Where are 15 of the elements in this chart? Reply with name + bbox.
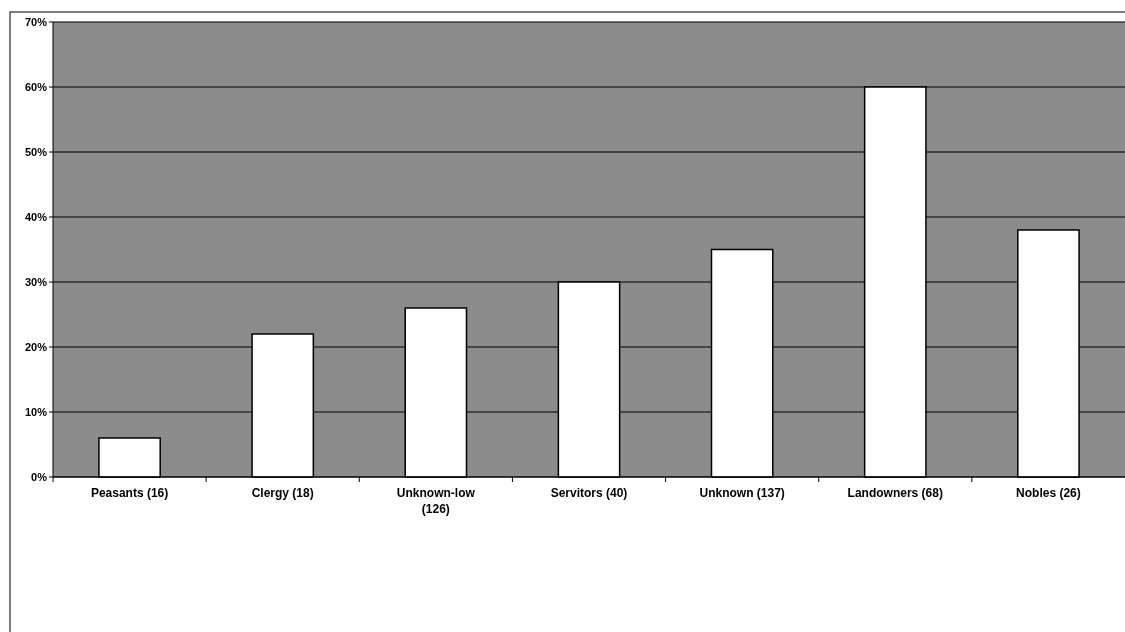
- x-tick-label: Servitors (40): [550, 486, 628, 500]
- y-tick-label: 60%: [24, 80, 48, 93]
- y-tick-label: 20%: [24, 340, 48, 353]
- y-tick-label: 0%: [31, 470, 48, 483]
- y-tick-label: 10%: [24, 405, 48, 418]
- y-tick-label: 30%: [24, 275, 48, 288]
- y-tick-label: 40%: [24, 210, 48, 223]
- x-tick-label: Nobles (26): [1016, 486, 1081, 500]
- x-tick-label: Landowners (68): [847, 486, 943, 500]
- x-tick-label: Unknown-low (126): [396, 486, 476, 516]
- y-tick-label: 70%: [24, 15, 48, 28]
- y-tick-label: 50%: [24, 145, 48, 158]
- x-tick-label: Clergy (18): [251, 486, 314, 500]
- x-tick-label: Unknown (137): [699, 486, 785, 500]
- x-tick-label: Peasants (16): [90, 486, 169, 500]
